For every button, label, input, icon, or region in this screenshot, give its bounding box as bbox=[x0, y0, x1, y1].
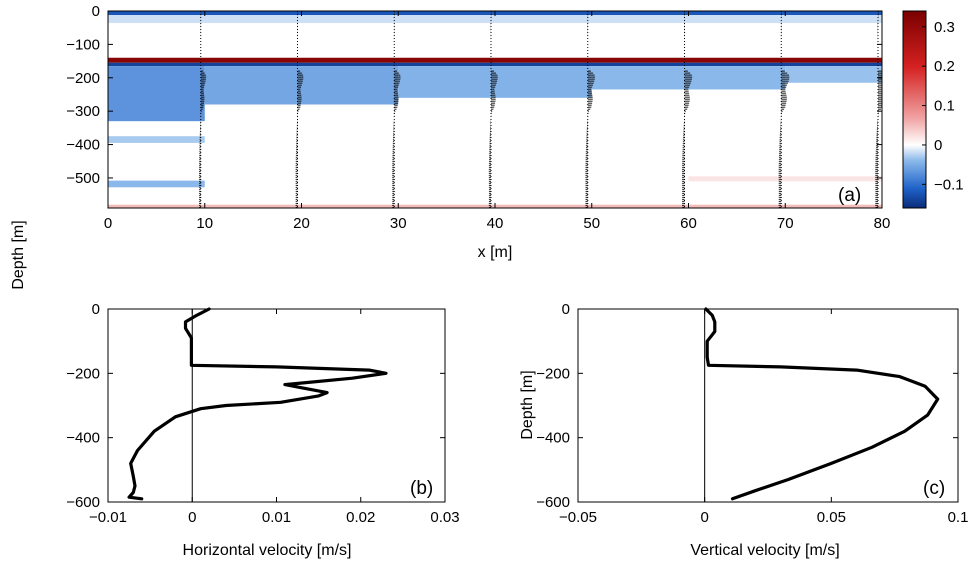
panel-b-x-tick-label: −0.01 bbox=[89, 509, 127, 526]
heatmap-band bbox=[591, 66, 786, 90]
panel-b-x-axis: −0.01 0 0.01 0.02 0.03 bbox=[89, 309, 460, 526]
panel-c-profile-line bbox=[704, 307, 940, 501]
panel-a-x-tick-label: 30 bbox=[390, 215, 407, 232]
panel-c-y-tick-label: 0 bbox=[562, 301, 570, 318]
colorbar-tick-label: 0.3 bbox=[934, 19, 955, 36]
heatmap-band bbox=[108, 180, 205, 188]
panel-b-profile-line bbox=[127, 307, 388, 501]
panel-a-profile bbox=[585, 11, 595, 208]
panel-c-line-chart: −0.05 0 0.05 0.1 0 −200 −400 −600 (c) Vertical… bbox=[519, 301, 968, 559]
heatmap-band bbox=[688, 176, 882, 182]
panel-a-profile bbox=[778, 11, 790, 208]
panel-a-x-tick-label: 50 bbox=[583, 215, 600, 232]
panel-a-profiles bbox=[198, 11, 882, 208]
heatmap-band bbox=[785, 66, 882, 83]
shared-depth-label: Depth [m] bbox=[10, 220, 27, 289]
panel-c-y-tick-label: −600 bbox=[536, 494, 570, 511]
heatmap-row bbox=[108, 19, 882, 21]
panel-a-profile bbox=[875, 11, 882, 208]
heatmap-band bbox=[108, 66, 205, 122]
panel-c-x-tick-label: −0.05 bbox=[559, 509, 597, 526]
heatmap-row bbox=[108, 20, 882, 22]
panel-b-y-tick-label: −600 bbox=[66, 494, 100, 511]
panel-a-x-axis: 0 10 20 30 40 50 60 70 80 bbox=[104, 11, 891, 232]
panel-a-profile bbox=[295, 11, 304, 208]
panel-a-y-axis: 0 −100 −200 −300 −400 −500 bbox=[66, 3, 882, 187]
panel-a-x-tick-label: 70 bbox=[777, 215, 794, 232]
panel-a-heatmap: 0 10 20 30 40 50 60 70 80 0−100−200−300−400−500 … bbox=[66, 3, 890, 261]
panel-b-x-tick-label: 0.01 bbox=[262, 509, 291, 526]
heatmap-row bbox=[108, 18, 882, 20]
heatmap-band bbox=[108, 62, 882, 67]
panel-a-profile bbox=[198, 11, 207, 208]
panel-c-xlabel: Vertical velocity [m/s] bbox=[690, 542, 839, 559]
panel-a-y-tick-label: −100 bbox=[66, 36, 100, 53]
panel-c-letter: (c) bbox=[923, 478, 945, 499]
panel-a-y-tick-label: −500 bbox=[66, 170, 100, 187]
colorbar-tick-label: 0 bbox=[934, 137, 942, 154]
panel-c-plot bbox=[704, 307, 940, 502]
panel-b-x-tick-label: 0.03 bbox=[430, 509, 459, 526]
panel-b-y-tick-label: −400 bbox=[66, 430, 100, 447]
heatmap-band bbox=[108, 57, 882, 63]
colorbar-ticks: 0.3 0.2 0.1 0 −0.1 bbox=[922, 19, 964, 193]
heatmap-band bbox=[108, 136, 205, 143]
panel-a-y-tick-label: −200 bbox=[66, 70, 100, 87]
colorbar-tick-label: 0.2 bbox=[934, 58, 955, 75]
panel-a-background bbox=[108, 11, 882, 208]
panel-b-y-axis: 0 −200 −400 −600 bbox=[66, 301, 445, 511]
colorbar-gradient bbox=[902, 10, 927, 209]
panel-a-profile bbox=[392, 11, 401, 208]
panel-a-x-tick-label: 20 bbox=[293, 215, 310, 232]
panel-a-letter: (a) bbox=[838, 185, 861, 206]
panel-c-x-tick-label: 0.1 bbox=[948, 509, 969, 526]
panel-c-ylabel: Depth [m] bbox=[519, 370, 536, 439]
panel-b-xlabel: Horizontal velocity [m/s] bbox=[183, 542, 352, 559]
colorbar: 0.3 0.2 0.1 0 −0.1 bbox=[902, 10, 964, 209]
panel-a-profile bbox=[488, 11, 498, 208]
panel-b-x-tick-label: 0.02 bbox=[346, 509, 375, 526]
panel-c-x-axis: −0.05 0 0.05 0.1 bbox=[559, 309, 968, 526]
panel-a-x-tick-label: 60 bbox=[680, 215, 697, 232]
panel-a-y-tick-label: −300 bbox=[66, 103, 100, 120]
heatmap-band bbox=[398, 66, 592, 98]
panel-b-plot bbox=[127, 307, 388, 502]
heatmap-row bbox=[108, 17, 882, 19]
panel-a-x-tick-label: 0 bbox=[104, 215, 112, 232]
panel-a-x-tick-label: 80 bbox=[874, 215, 891, 232]
panel-b-line-chart: −0.01 0 0.01 0.02 0.03 0 −200 −400 −600 (b) Hor… bbox=[66, 301, 459, 559]
panel-c-y-tick-label: −200 bbox=[536, 365, 570, 382]
panel-c-x-tick-label: 0 bbox=[700, 509, 708, 526]
panel-c-frame bbox=[577, 308, 959, 503]
panel-c-y-axis: 0 −200 −400 −600 bbox=[536, 301, 958, 511]
panel-a-profile bbox=[681, 11, 693, 208]
panel-a-y-tick-label: 0 bbox=[92, 3, 100, 20]
panel-b-letter: (b) bbox=[410, 478, 433, 499]
panel-b-x-tick-label: 0 bbox=[188, 509, 196, 526]
panel-b-y-tick-label: −200 bbox=[66, 365, 100, 382]
panel-c-y-tick-label: −400 bbox=[536, 430, 570, 447]
heatmap-row bbox=[108, 16, 882, 18]
panel-a-x-tick-label: 10 bbox=[196, 215, 213, 232]
panel-a-x-tick-label: 40 bbox=[487, 215, 504, 232]
panel-c-x-tick-label: 0.05 bbox=[817, 509, 846, 526]
heatmap-row bbox=[108, 22, 882, 24]
panel-b-frame bbox=[107, 308, 446, 503]
colorbar-tick-label: 0.1 bbox=[934, 98, 955, 115]
panel-a-y-tick-label: −400 bbox=[66, 137, 100, 154]
panel-a-xlabel: x [m] bbox=[478, 244, 513, 261]
colorbar-tick-label: −0.1 bbox=[934, 176, 964, 193]
panel-b-y-tick-label: 0 bbox=[92, 301, 100, 318]
heatmap-row bbox=[108, 21, 882, 23]
